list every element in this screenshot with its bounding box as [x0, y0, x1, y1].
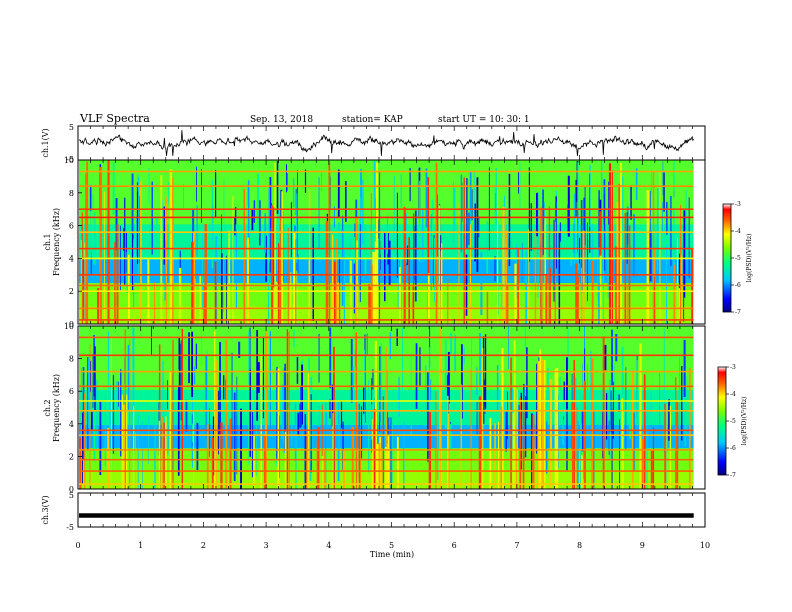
time-tick-label: 10: [700, 541, 710, 550]
time-axis: 0 1 2 3 4 5 6 7 8 9 10: [75, 126, 710, 550]
colorbar-tick-label: -4: [730, 391, 736, 398]
ch3-ytick-top: 5: [69, 491, 74, 500]
ch1-spectrogram-image: [79, 160, 705, 325]
frequency-tick-label: 8: [69, 189, 74, 198]
frequency-tick-label: 6: [69, 387, 74, 396]
time-tick-label: 2: [201, 541, 206, 550]
colorbar-tick-label: -7: [735, 309, 741, 316]
colorbar-tick-label: -3: [735, 201, 741, 208]
frequency-tick-label: 2: [69, 287, 74, 296]
ch3-ylabel: ch.3(V): [41, 495, 50, 524]
ch1-colorbar: -3 -4 -5 -6 -7 log(PSD)(V²/Hz): [722, 201, 753, 316]
frequency-tick-label: 4: [69, 254, 74, 263]
time-tick-label: 4: [326, 541, 331, 550]
ch1-waveform-line: [78, 130, 694, 156]
ch1-spectrogram-panel: 0 2 4 6 8 10 ch.1 Frequency (kHz): [43, 156, 706, 329]
ch1-spectrogram-ylabel-channel: ch.1: [43, 233, 52, 250]
colorbar-tick-label: -6: [730, 445, 736, 452]
colorbar-tick-label: -7: [730, 472, 736, 479]
ch2-colorbar: -3 -4 -5 -6 -7 log(PSD)(V²/Hz): [717, 364, 748, 479]
frequency-tick-label: 8: [69, 355, 74, 364]
frequency-tick-label: 6: [69, 222, 74, 231]
date-label: Sep. 13, 2018: [250, 115, 313, 125]
ch1-spectrogram-ylabel-frequency: Frequency (kHz): [52, 208, 61, 276]
time-tick-label: 6: [452, 541, 457, 550]
figure-title: VLF Spectra: [79, 112, 150, 125]
ch1-colorbar-label: log(PSD)(V²/Hz): [746, 234, 753, 283]
time-tick-label: 9: [640, 541, 645, 550]
frequency-tick-label: 0: [69, 320, 74, 329]
station-label: station= KAP: [342, 115, 403, 125]
ch3-ytick-bottom: -5: [66, 523, 74, 532]
colorbar-tick-label: -3: [730, 364, 736, 371]
time-tick-label: 7: [514, 541, 519, 550]
frequency-tick-label: 4: [69, 420, 74, 429]
start-time-label: start UT = 10: 30: 1: [438, 115, 530, 125]
colorbar-tick-label: -5: [735, 255, 741, 262]
time-tick-label: 8: [577, 541, 582, 550]
colorbar-tick-label: -6: [735, 282, 741, 289]
colorbar-tick-label: -5: [730, 418, 736, 425]
ch1-ytick-top: 5: [69, 123, 74, 132]
ch3-waveform-frame: [77, 492, 706, 528]
frequency-tick-label: 0: [69, 485, 74, 494]
ch2-spectrogram-ylabel-channel: ch.2: [43, 399, 52, 416]
time-tick-label: 1: [138, 541, 143, 550]
time-axis-label: Time (min): [370, 550, 414, 559]
time-tick-label: 0: [75, 541, 80, 550]
frequency-tick-label: 2: [69, 452, 74, 461]
frequency-tick-label: 10: [64, 156, 74, 165]
ch2-colorbar-gradient: [717, 366, 727, 476]
ch2-spectrogram-ylabel-frequency: Frequency (kHz): [52, 374, 61, 442]
colorbar-tick-label: -4: [735, 228, 741, 235]
ch1-ytick-bottom: -5: [66, 155, 74, 164]
ch1-ylabel: ch.1(V): [41, 128, 50, 157]
ch2-spectrogram-panel: 0 2 4 6 8 10 ch.2 Frequency (kHz): [43, 322, 706, 494]
ch1-colorbar-gradient: [722, 203, 732, 313]
time-tick-label: 3: [264, 541, 269, 550]
ch2-spectrogram-image: [79, 326, 705, 490]
ch2-colorbar-label: log(PSD)(V²/Hz): [741, 397, 748, 446]
frequency-tick-label: 10: [64, 322, 74, 331]
ch1-waveform-frame: [77, 125, 706, 161]
time-tick-label: 5: [389, 541, 394, 550]
